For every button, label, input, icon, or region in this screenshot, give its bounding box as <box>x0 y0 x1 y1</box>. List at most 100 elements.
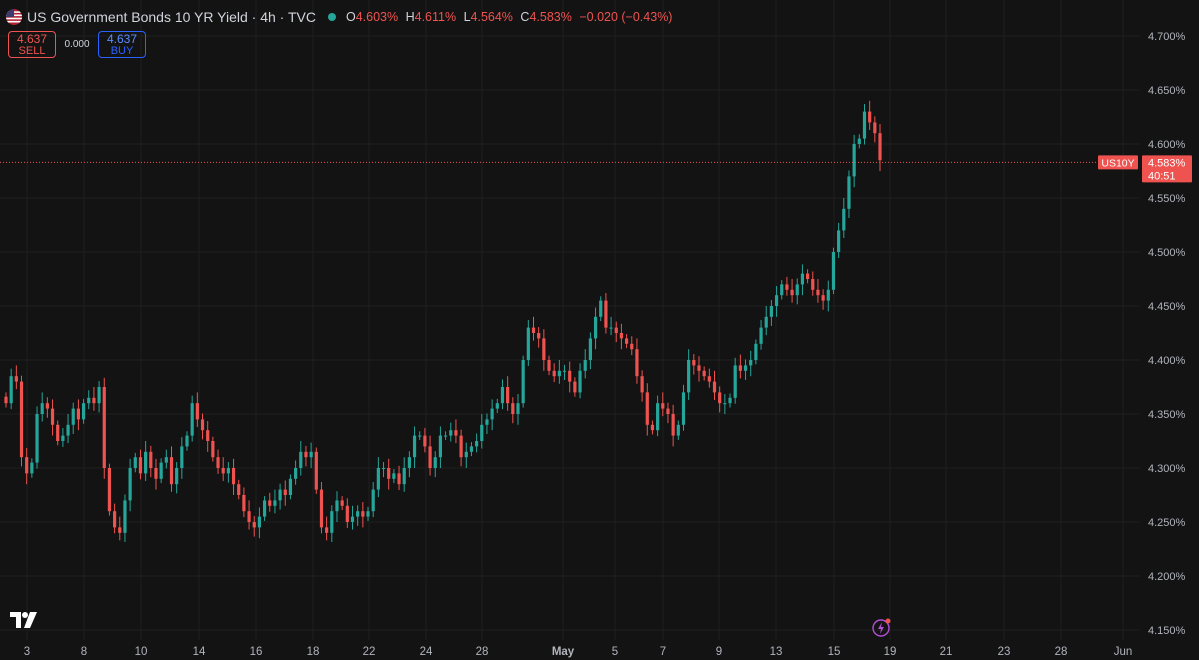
candle <box>635 338 639 384</box>
candle <box>624 334 629 349</box>
candle <box>180 437 184 479</box>
candle-body <box>278 489 282 501</box>
time-tick-label: 16 <box>250 646 263 658</box>
candle-body <box>490 408 494 420</box>
candle-body <box>681 392 686 425</box>
candle <box>340 496 344 511</box>
candle <box>418 431 422 440</box>
candle <box>319 482 324 534</box>
candle-body <box>712 381 717 393</box>
candle <box>76 399 81 431</box>
candle <box>609 316 613 336</box>
sell-label: SELL <box>18 45 46 57</box>
candle <box>728 393 732 408</box>
candle <box>805 269 810 284</box>
candle <box>852 134 856 188</box>
candle <box>681 384 686 431</box>
countdown-label: 40:51 <box>1148 170 1176 182</box>
candle <box>164 449 168 469</box>
candle <box>226 462 230 483</box>
price-tick-label: 4.250% <box>1148 517 1186 529</box>
candle-body <box>469 446 474 452</box>
candle <box>800 264 805 296</box>
candle-body <box>262 500 267 517</box>
lightning-icon[interactable] <box>871 617 893 644</box>
candle-body <box>557 370 561 377</box>
candle-body <box>247 511 251 522</box>
candle-body <box>154 468 158 479</box>
candle-body <box>123 500 127 533</box>
candle-body <box>392 473 396 479</box>
price-tick-label: 4.350% <box>1148 409 1186 421</box>
symbol-title[interactable]: US Government Bonds 10 YR Yield · 4h · T… <box>27 9 316 25</box>
candle-body <box>133 457 137 468</box>
candle <box>35 406 39 469</box>
candle-body <box>656 403 660 431</box>
candle-body <box>604 300 608 328</box>
candle <box>128 458 132 512</box>
candle <box>149 445 153 478</box>
candle <box>552 363 556 383</box>
buy-button[interactable]: 4.637 BUY <box>98 31 146 58</box>
candle-body <box>97 387 101 404</box>
candle-body <box>521 360 525 404</box>
candle <box>402 457 406 492</box>
price-tick-label: 4.650% <box>1148 85 1186 97</box>
candle-body <box>500 387 505 404</box>
candle <box>599 296 603 322</box>
price-tick-label: 4.550% <box>1148 193 1186 205</box>
candle-body <box>381 468 386 469</box>
candle-body <box>107 468 112 512</box>
last-price-box <box>1142 155 1192 183</box>
candle <box>221 457 225 481</box>
candle-body <box>769 306 773 317</box>
candle-body <box>619 333 624 339</box>
candle <box>464 442 468 468</box>
buy-label: BUY <box>110 45 134 57</box>
candle <box>195 392 199 427</box>
candle <box>283 480 287 506</box>
candle <box>252 516 256 537</box>
candle-body <box>185 435 189 447</box>
time-tick-label: Jun <box>1114 646 1133 658</box>
candle-body <box>697 365 701 371</box>
candle-body <box>102 387 106 468</box>
candle <box>754 339 758 365</box>
tradingview-logo-icon[interactable] <box>10 612 38 633</box>
candle <box>350 505 355 530</box>
candle <box>407 451 411 478</box>
candle-body <box>226 468 230 474</box>
candle-body <box>831 252 836 290</box>
close-key: C <box>520 10 530 24</box>
candle <box>247 500 251 530</box>
candle-body <box>40 403 44 414</box>
candle <box>423 428 427 453</box>
candle-body <box>231 468 236 485</box>
candle-body <box>718 392 722 404</box>
candle <box>516 394 520 425</box>
sell-button[interactable]: 4.637 SELL <box>8 31 56 58</box>
price-tick-label: 4.150% <box>1148 625 1186 637</box>
candle <box>330 505 334 542</box>
candle-body <box>221 468 225 474</box>
candle-body <box>195 403 199 420</box>
candle-body <box>588 338 592 360</box>
low-key: L <box>463 10 471 24</box>
candle-body <box>868 111 872 123</box>
candle-body <box>418 435 422 437</box>
candle <box>490 399 494 431</box>
candle-body <box>780 284 784 296</box>
candle-body <box>743 365 748 371</box>
candle <box>154 458 158 490</box>
candle <box>169 446 174 492</box>
candle-body <box>821 295 825 301</box>
candle <box>568 361 572 393</box>
candle-body <box>552 370 556 377</box>
candle <box>392 469 396 484</box>
candle-body <box>614 327 618 333</box>
candle-body <box>630 343 634 350</box>
candle <box>712 370 717 400</box>
candle-body <box>361 511 365 517</box>
candle-body <box>873 122 877 134</box>
